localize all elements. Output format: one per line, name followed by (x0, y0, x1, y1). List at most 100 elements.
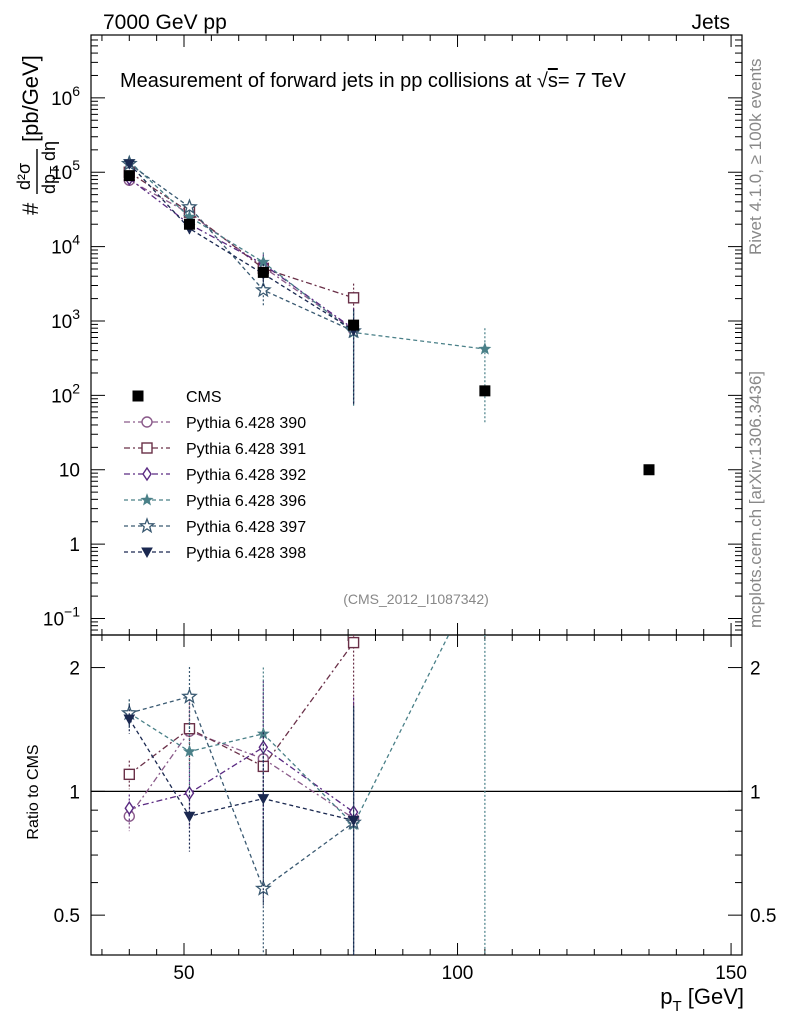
legend-entry-p390: Pythia 6.428 390 (124, 415, 306, 432)
series-line-p391 (128, 171, 354, 299)
cms-point (479, 385, 491, 397)
legend-entry-p397: Pythia 6.428 397 (124, 517, 306, 536)
ratio-line-p392 (129, 746, 354, 813)
y-tick-label: 103 (51, 306, 80, 333)
series-p391 (123, 166, 360, 324)
ratio-tick-label: 0.5 (54, 906, 80, 927)
svg-text:#: # (18, 202, 43, 215)
series-line-p397 (128, 163, 354, 332)
xlabel-sub: T (672, 998, 681, 1015)
ylabel-denominator-sub: T (47, 166, 62, 174)
y-tick-label: 104 (51, 232, 80, 259)
y-tick-label: 10 (59, 461, 80, 482)
legend-entry-cms: CMS (132, 389, 222, 406)
legend-marker-p391 (141, 442, 153, 454)
y-axis-label: # d²σ dpT dη [pb/GeV] (14, 55, 62, 215)
y-tick-label: 10−1 (43, 603, 80, 630)
series-cms (123, 170, 655, 476)
ratio-tick-label: 2 (69, 659, 80, 680)
legend-label-p391: Pythia 6.428 391 (186, 441, 306, 458)
axis-ticks: 50 100 150 10−1 1 10 102 103 104 105 106 0.5 0.5 1 1 2 2 (43, 34, 776, 984)
ylabel-denominator: dp (39, 174, 59, 194)
ratio-tick-label-right: 0.5 (750, 906, 776, 927)
ratio-point-p392 (184, 785, 195, 801)
ratio-series-p391 (123, 635, 360, 874)
ratio-panel (91, 558, 742, 955)
x-tick-label: 50 (173, 963, 194, 984)
ratio-point-p398 (183, 811, 196, 823)
ratio-line-p391 (128, 642, 355, 775)
process-label: Jets (691, 11, 730, 34)
ratio-line-p390 (128, 730, 354, 819)
legend-entry-p391: Pythia 6.428 391 (124, 441, 306, 458)
series-p396 (122, 154, 492, 424)
point-p398 (123, 159, 136, 170)
legend-marker-cms (132, 390, 144, 402)
legend-marker-p396 (140, 493, 154, 506)
ratio-point-p396 (480, 558, 490, 567)
y-tick-label: 106 (51, 83, 80, 110)
ratio-series-p396 (122, 558, 490, 955)
legend-label-cms: CMS (186, 389, 222, 406)
main-panel (120, 154, 655, 476)
ratio-series-p398 (123, 705, 360, 955)
ratio-line-p398 (128, 718, 354, 822)
cms-point (257, 266, 269, 278)
title-suffix: = 7 TeV (558, 70, 627, 92)
legend-marker-p390 (141, 416, 153, 428)
legend-label-p390: Pythia 6.428 390 (186, 415, 306, 432)
cms-point (348, 319, 360, 331)
legend-marker-p392 (142, 466, 152, 482)
series-line-p396 (128, 160, 485, 350)
ratio-frame (90, 634, 743, 956)
ratio-point-p392 (124, 800, 135, 816)
ratio-tick-label: 1 (69, 782, 80, 803)
ratio-series-p392 (124, 680, 359, 955)
ratio-y-label: Ratio to CMS (25, 744, 42, 839)
rivet-version-label: Rivet 4.1.0, ≥ 100k events (746, 59, 765, 255)
legend-marker-p398 (141, 547, 153, 559)
xlabel-main: p (660, 984, 672, 1009)
title-sqrt-symbol: √ (537, 70, 548, 92)
legend-entry-p392: Pythia 6.428 392 (124, 466, 306, 484)
legend-label-p398: Pythia 6.428 398 (186, 545, 306, 562)
legend-entry-p396: Pythia 6.428 396 (124, 493, 306, 510)
x-tick-label: 100 (442, 963, 474, 984)
analysis-id: (CMS_2012_I1087342) (343, 591, 489, 607)
point-p391 (347, 292, 360, 304)
ratio-point-p398 (123, 714, 136, 725)
chart-title: Measurement of forward jets in pp collis… (120, 70, 627, 92)
legend-entry-p398: Pythia 6.428 398 (124, 545, 306, 562)
title-sqrt-arg: s (548, 70, 558, 92)
cms-point (183, 218, 195, 230)
ratio-point-p391 (347, 636, 360, 649)
svg-text:[pb/GeV]: [pb/GeV] (18, 55, 43, 142)
title-prefix: Measurement of forward jets in pp collis… (120, 70, 537, 92)
mcplots-label: mcplots.cern.ch [arXiv:1306.3436] (746, 371, 765, 628)
ylabel-numerator: d²σ (14, 163, 34, 190)
legend-marker-p397 (138, 517, 156, 534)
ratio-point-p397 (181, 687, 198, 704)
legend-label-p397: Pythia 6.428 397 (186, 519, 306, 536)
y-tick-label: 105 (51, 157, 80, 184)
energy-label: 7000 GeV pp (103, 11, 227, 34)
ratio-point-p391 (123, 768, 135, 781)
ratio-line-p397 (129, 695, 354, 890)
ratio-point-p398 (347, 815, 360, 827)
series-line-p390 (128, 179, 354, 331)
legend-label-p396: Pythia 6.428 396 (186, 493, 306, 510)
ratio-point-p396 (182, 744, 196, 757)
series-p397 (120, 154, 362, 406)
point-p397 (181, 198, 198, 215)
ratio-tick-label-right: 1 (750, 782, 761, 803)
cms-point (123, 170, 135, 182)
ratio-tick-label-right: 2 (750, 659, 761, 680)
ratio-point-p392 (258, 740, 269, 755)
series-p390 (123, 174, 360, 405)
y-tick-label: 1 (69, 535, 80, 556)
series-p398 (123, 159, 360, 405)
series-line-p398 (128, 163, 354, 331)
x-axis-label: pT [GeV] (660, 984, 744, 1015)
x-tick-label: 150 (715, 963, 747, 984)
legend-label-p392: Pythia 6.428 392 (186, 467, 306, 484)
